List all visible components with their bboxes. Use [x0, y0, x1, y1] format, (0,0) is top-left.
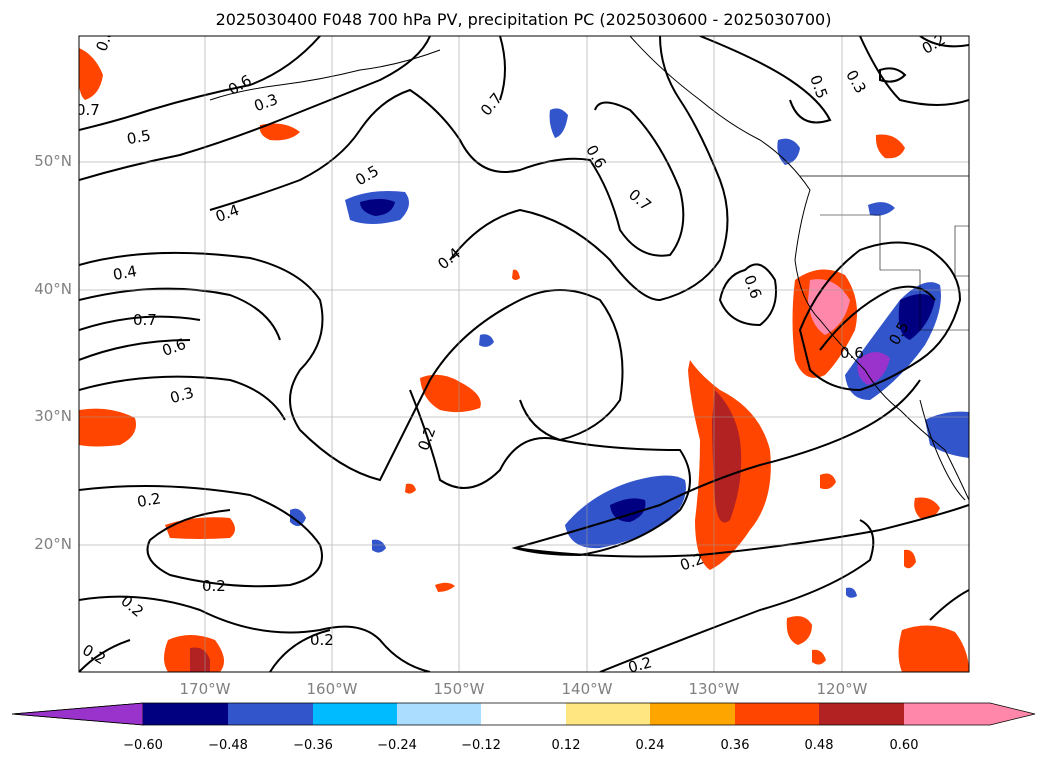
lat-label: 40°N	[34, 280, 72, 298]
contour-label: 0.3	[168, 383, 196, 407]
contour-label: 0.2	[626, 653, 654, 677]
colorbar-tick-label: −0.60	[123, 738, 163, 753]
colorbar-outline	[11, 702, 1036, 726]
contour-label: 0.5	[125, 126, 152, 148]
lon-label: 160°W	[306, 680, 358, 698]
contour-label: 0.7	[133, 311, 157, 329]
lat-label: 20°N	[34, 535, 72, 553]
contour-label: 0.2	[136, 489, 163, 511]
lon-label: 120°W	[816, 680, 868, 698]
lon-label: 170°W	[179, 680, 231, 698]
coastlines	[209, 36, 969, 501]
map-title: 2025030400 F048 700 hPa PV, precipitatio…	[215, 10, 832, 29]
colorbar-extend-high	[904, 703, 1035, 725]
colorbar-tick-label: −0.36	[293, 738, 333, 753]
contour-label: 0.6	[840, 344, 864, 362]
colorbar-segment	[228, 703, 313, 725]
colorbar-segment	[735, 703, 819, 725]
lon-label: 130°W	[688, 680, 740, 698]
colorbar-segment	[819, 703, 904, 725]
colorbar-tick-label: 0.24	[635, 738, 665, 753]
contour-label: 0.4	[112, 262, 139, 284]
lat-label: 30°N	[34, 407, 72, 425]
colorbar-segment	[143, 703, 228, 725]
colorbar-tick-label: 0.60	[889, 738, 919, 753]
colorbar-tick-label: 0.12	[551, 738, 581, 753]
precip-positive-areas	[79, 48, 969, 672]
colorbar-segment	[650, 703, 735, 725]
lon-label: 140°W	[561, 680, 613, 698]
contour-label: 0.7	[76, 101, 100, 119]
colorbar-segment	[397, 703, 481, 725]
colorbar-segment	[481, 703, 566, 725]
colorbar-tick-label: 0.36	[720, 738, 750, 753]
colorbar-segment	[313, 703, 397, 725]
precip-negative-areas	[290, 108, 969, 598]
colorbar-tick-label: −0.48	[208, 738, 248, 753]
contour-label: 0.2	[202, 577, 226, 595]
map-frame	[78, 35, 970, 673]
lat-label: 50°N	[34, 152, 72, 170]
lon-label: 150°W	[433, 680, 485, 698]
colorbar	[11, 702, 1036, 726]
colorbar-extend-low	[11, 702, 144, 726]
contour-label: 0.2	[310, 631, 334, 649]
colorbar-tick-label: −0.12	[461, 738, 501, 753]
colorbar-segment	[566, 703, 650, 725]
graticule	[79, 36, 969, 672]
colorbar-tick-label: −0.24	[377, 738, 417, 753]
pv-contours	[79, 36, 969, 672]
colorbar-tick-label: 0.48	[804, 738, 834, 753]
